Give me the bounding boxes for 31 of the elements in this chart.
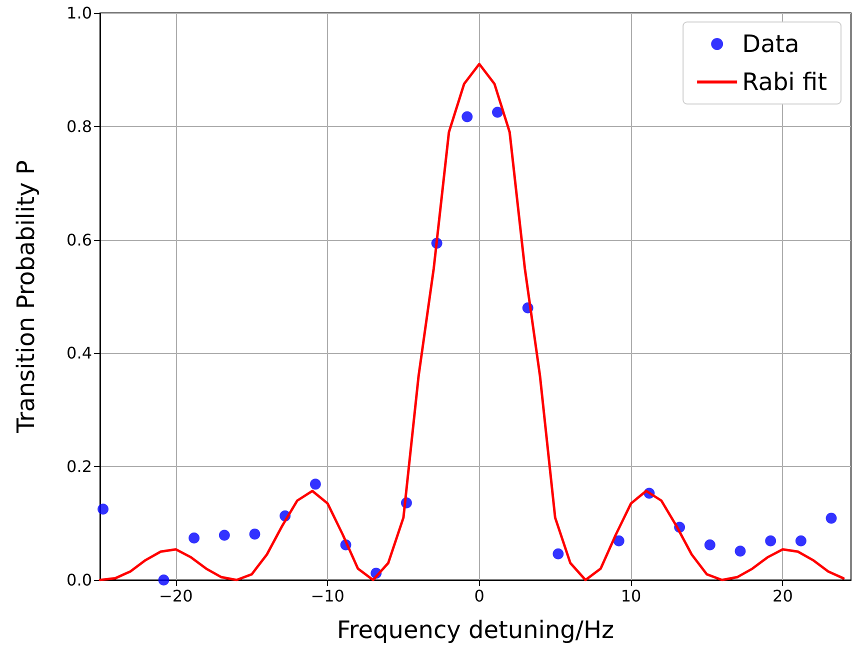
- x-tick-label: 10: [620, 586, 642, 606]
- x-axis-title: Frequency detuning/Hz: [336, 616, 614, 644]
- point: [765, 535, 776, 546]
- y-tick-label: 0.8: [66, 116, 92, 136]
- legend-label: Rabi fit: [742, 68, 828, 96]
- point: [552, 548, 564, 560]
- point: [795, 535, 806, 546]
- point: [188, 532, 200, 544]
- point: [249, 528, 260, 540]
- line-series: [98, 62, 845, 582]
- point: [734, 546, 746, 557]
- x-tick-label: 0: [474, 586, 484, 606]
- y-tick-label: 0.2: [66, 457, 92, 476]
- point: [492, 106, 503, 118]
- point: [613, 535, 624, 546]
- y-tick-label: 0.6: [66, 230, 92, 250]
- y-tick-label: 0.4: [66, 344, 92, 363]
- legend-label: Data: [742, 30, 800, 58]
- point: [826, 512, 837, 524]
- point: [218, 530, 230, 541]
- point: [98, 504, 109, 515]
- x-tick-label: −20: [158, 586, 193, 606]
- y-axis-title: Transition Probability P: [12, 160, 40, 434]
- point: [158, 574, 170, 586]
- y-tick-label: 0.0: [66, 570, 92, 590]
- point: [462, 111, 473, 122]
- point: [310, 478, 321, 490]
- x-tick-label: 20: [772, 586, 793, 606]
- point: [704, 539, 716, 550]
- x-tick-label: −10: [310, 586, 344, 606]
- y-tick-label: 1.0: [66, 4, 92, 22]
